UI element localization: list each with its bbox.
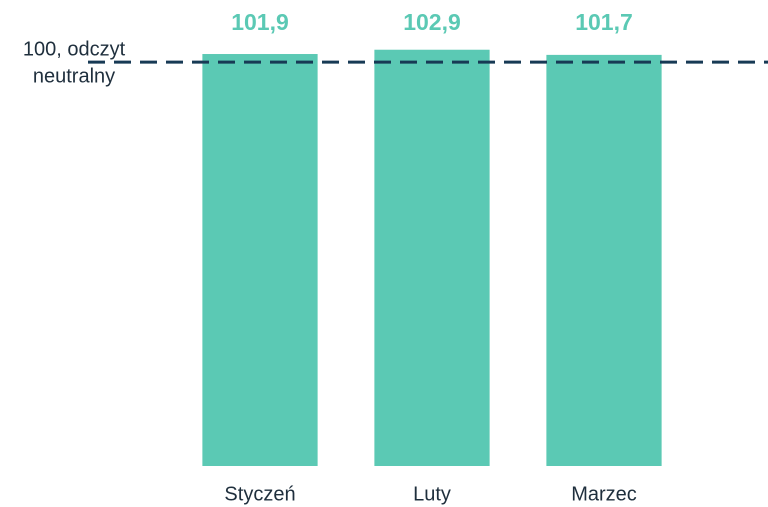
x-tick-label: Marzec bbox=[571, 483, 637, 505]
value-label: 101,9 bbox=[231, 9, 289, 35]
x-tick-label: Luty bbox=[413, 483, 451, 505]
value-label: 101,7 bbox=[575, 9, 633, 35]
bar bbox=[374, 49, 490, 466]
reference-label: neutralny bbox=[33, 65, 115, 87]
bar bbox=[202, 54, 318, 467]
x-tick-label: Styczeń bbox=[224, 483, 295, 505]
value-label: 102,9 bbox=[403, 9, 461, 35]
bar bbox=[546, 54, 662, 466]
reference-label: 100, odczyt bbox=[23, 38, 126, 60]
